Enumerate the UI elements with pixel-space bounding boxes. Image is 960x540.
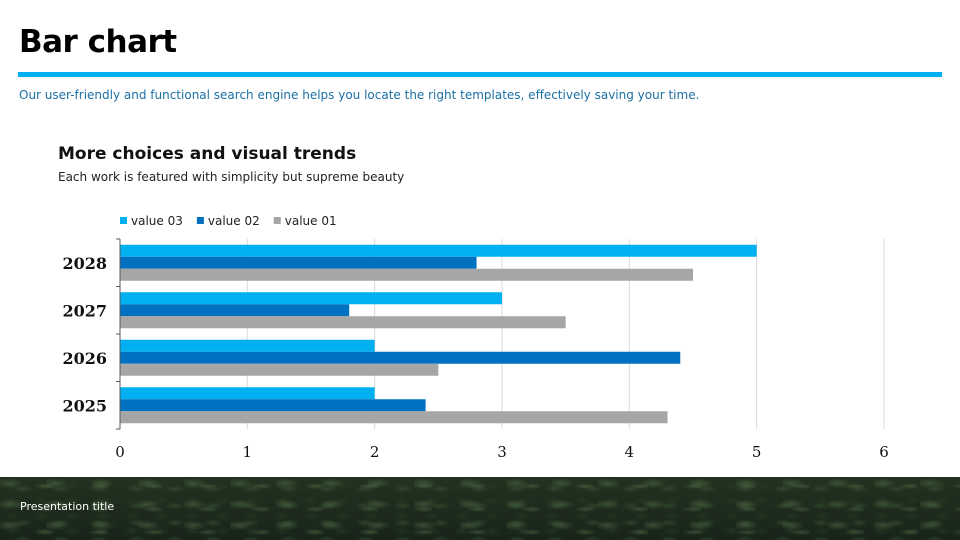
title-underline <box>18 72 942 77</box>
footer-band: Presentation title <box>0 477 960 540</box>
bar-2026-value-03 <box>120 339 375 352</box>
chart-legend: value 03 value 02 value 01 <box>120 214 337 228</box>
legend-label-value-03: value 03 <box>131 214 183 228</box>
bar-2026-value-01 <box>120 363 439 376</box>
category-label-2026: 2026 <box>62 349 107 368</box>
bar-2027-value-02 <box>120 304 350 317</box>
legend-swatch-value-03 <box>120 217 127 224</box>
slide-title: Bar chart <box>19 24 177 60</box>
legend-label-value-01: value 01 <box>285 214 337 228</box>
x-tick-label-0: 0 <box>115 443 125 461</box>
bar-2027-value-01 <box>120 316 566 329</box>
x-tick-label-5: 5 <box>752 443 762 461</box>
bar-2027-value-03 <box>120 292 502 305</box>
slide-subtitle: Our user-friendly and functional search … <box>19 88 700 102</box>
footer-presentation-title: Presentation title <box>20 500 115 513</box>
x-tick-label-2: 2 <box>370 443 380 461</box>
chart-subtitle: Each work is featured with simplicity bu… <box>58 170 405 184</box>
x-tick-label-4: 4 <box>625 443 635 461</box>
category-label-2028: 2028 <box>62 254 107 273</box>
bar-chart: 0 1 2 3 4 5 6 2025 2026 2027 2028 value 03 value 02… <box>62 214 889 461</box>
x-tick-label-1: 1 <box>243 443 253 461</box>
bar-2028-value-02 <box>120 256 477 269</box>
bar-2025-value-03 <box>120 387 375 400</box>
legend-label-value-02: value 02 <box>208 214 260 228</box>
chart-bars <box>120 244 757 424</box>
chart-title: More choices and visual trends <box>58 144 357 164</box>
bar-2025-value-02 <box>120 399 426 412</box>
bar-2028-value-03 <box>120 244 757 257</box>
category-label-2025: 2025 <box>62 396 107 415</box>
chart-axes: 0 1 2 3 4 5 6 2025 2026 2027 2028 <box>62 238 889 461</box>
legend-swatch-value-01 <box>273 217 281 224</box>
bar-2026-value-02 <box>120 351 681 364</box>
legend-swatch-value-02 <box>196 217 204 224</box>
bar-2025-value-01 <box>120 411 668 424</box>
x-tick-label-3: 3 <box>497 443 507 461</box>
category-label-2027: 2027 <box>62 301 107 320</box>
x-tick-label-6: 6 <box>879 443 889 461</box>
bar-2028-value-01 <box>120 268 693 281</box>
